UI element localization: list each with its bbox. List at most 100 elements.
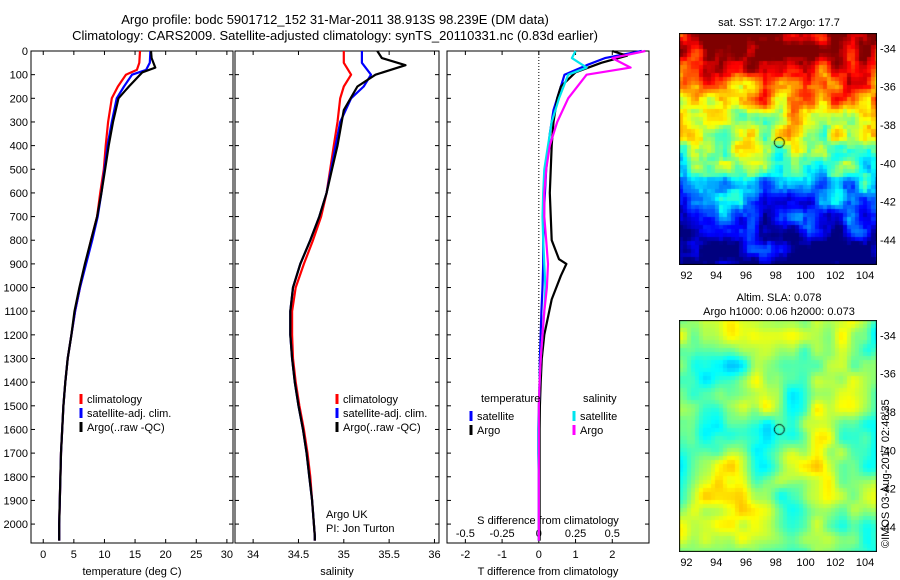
sst-map-ytick-label: -44 bbox=[880, 235, 896, 247]
legend-header-salinity: salinity bbox=[583, 393, 617, 405]
temperature-series-line bbox=[58, 50, 152, 541]
ytick-label: 1900 bbox=[4, 495, 28, 507]
sst-map-xtick-label: 100 bbox=[796, 270, 814, 282]
temperature-legend-label: Argo(..raw -QC) bbox=[87, 422, 165, 434]
credit-stamp: ©IMOS 03-Aug-2017 02:48:35 bbox=[880, 399, 892, 548]
ytick-label: 2000 bbox=[4, 519, 28, 531]
salinity-xtick-label: 35 bbox=[338, 549, 350, 561]
difference-xtick-label: 0 bbox=[536, 549, 542, 561]
difference-sal-tick-label: 0.5 bbox=[605, 528, 620, 540]
sla-map-ytick-label: -38 bbox=[880, 407, 896, 419]
ytick-label: 100 bbox=[10, 70, 28, 82]
sst-map-ytick-label: -34 bbox=[880, 43, 896, 55]
sst-map-ytick-label: -42 bbox=[880, 197, 896, 209]
difference-series-line bbox=[538, 49, 629, 541]
ytick-label: 200 bbox=[10, 93, 28, 105]
sst-map-ytick-label: -36 bbox=[880, 82, 896, 94]
difference-sal-tick-label: -0.5 bbox=[456, 528, 475, 540]
sst-map-title: sat. SST: 17.2 Argo: 17.7 bbox=[718, 17, 840, 29]
sla-map-ytick-label: -34 bbox=[880, 330, 896, 342]
salinity-annotation-line1: Argo UK bbox=[326, 509, 368, 521]
temperature-xlabel: temperature (deg C) bbox=[82, 566, 181, 578]
temperature-xtick-label: 5 bbox=[71, 549, 77, 561]
salinity-xlabel: salinity bbox=[320, 566, 354, 578]
difference-sal-tick-label: -0.25 bbox=[490, 528, 515, 540]
sla-map bbox=[679, 320, 877, 552]
ytick-label: 700 bbox=[10, 212, 28, 224]
salinity-legend-label: climatology bbox=[343, 394, 399, 406]
sst-map bbox=[679, 33, 877, 265]
difference-legend-label: satellite bbox=[477, 411, 514, 423]
salinity-xtick-label: 34 bbox=[247, 549, 259, 561]
ytick-label: 1800 bbox=[4, 472, 28, 484]
ytick-label: 1200 bbox=[4, 330, 28, 342]
sst-map-ytick-label: -40 bbox=[880, 158, 896, 170]
legend-header-temperature: temperature bbox=[481, 393, 540, 405]
difference-xlabel2: S difference from climatology bbox=[477, 515, 619, 527]
difference-xtick-label: -2 bbox=[460, 549, 470, 561]
sla-map-xtick-label: 102 bbox=[826, 557, 844, 569]
ytick-label: 800 bbox=[10, 235, 28, 247]
salinity-xtick-label: 35.5 bbox=[378, 549, 399, 561]
difference-xtick-label: 1 bbox=[572, 549, 578, 561]
sst-map-ytick-label: -38 bbox=[880, 120, 896, 132]
ytick-label: 300 bbox=[10, 117, 28, 129]
temperature-xtick-label: 15 bbox=[129, 549, 141, 561]
ytick-label: 1600 bbox=[4, 424, 28, 436]
sla-map-xtick-label: 96 bbox=[740, 557, 752, 569]
sla-map-xtick-label: 100 bbox=[796, 557, 814, 569]
salinity-axes-frame bbox=[234, 50, 440, 544]
sla-map-ytick-label: -42 bbox=[880, 484, 896, 496]
sst-map-xtick-label: 104 bbox=[856, 270, 874, 282]
sst-map-xtick-label: 98 bbox=[770, 270, 782, 282]
difference-series-line bbox=[537, 49, 646, 541]
temperature-xtick-label: 30 bbox=[221, 549, 233, 561]
temperature-series-line bbox=[58, 50, 142, 541]
temperature-xtick-label: 20 bbox=[160, 549, 172, 561]
sst-map-xtick-label: 92 bbox=[680, 270, 692, 282]
ytick-label: 600 bbox=[10, 188, 28, 200]
salinity-series-line bbox=[289, 50, 407, 541]
sst-map-xtick-label: 94 bbox=[710, 270, 722, 282]
salinity-legend-label: satellite-adj. clim. bbox=[343, 408, 427, 420]
difference-legend-label: Argo bbox=[477, 425, 500, 437]
temperature-xtick-label: 25 bbox=[190, 549, 202, 561]
temperature-axes-frame bbox=[30, 50, 234, 544]
sla-map-xtick-label: 92 bbox=[680, 557, 692, 569]
temperature-legend-label: satellite-adj. clim. bbox=[87, 408, 171, 420]
difference-xtick-label: 2 bbox=[609, 549, 615, 561]
ytick-label: 1400 bbox=[4, 377, 28, 389]
salinity-legend-label: Argo(..raw -QC) bbox=[343, 422, 421, 434]
figure-title-line1: Argo profile: bodc 5901712_152 31-Mar-20… bbox=[121, 12, 549, 27]
sst-map-xtick-label: 96 bbox=[740, 270, 752, 282]
sla-map-ytick-label: -36 bbox=[880, 369, 896, 381]
sla-map-xtick-label: 98 bbox=[770, 557, 782, 569]
difference-xtick-label: -1 bbox=[497, 549, 507, 561]
sla-map-ytick-label: -40 bbox=[880, 445, 896, 457]
ytick-label: 1500 bbox=[4, 401, 28, 413]
difference-legend-label: satellite bbox=[580, 411, 617, 423]
ytick-label: 1000 bbox=[4, 283, 28, 295]
sla-map-title-line1: Altim. SLA: 0.078 bbox=[736, 292, 822, 304]
ytick-label: 400 bbox=[10, 141, 28, 153]
difference-sal-tick-label: 0.25 bbox=[565, 528, 586, 540]
salinity-annotation-line2: PI: Jon Turton bbox=[326, 523, 394, 535]
salinity-xtick-label: 36 bbox=[428, 549, 440, 561]
temperature-xtick-label: 0 bbox=[40, 549, 46, 561]
sla-map-ytick-label: -44 bbox=[880, 522, 896, 534]
sla-map-xtick-label: 94 bbox=[710, 557, 722, 569]
difference-axes-frame bbox=[446, 50, 650, 544]
salinity-series-line bbox=[289, 51, 373, 541]
temperature-series-line bbox=[58, 50, 157, 541]
ytick-label: 1100 bbox=[4, 306, 28, 318]
figure-title-line2: Climatology: CARS2009. Satellite-adjuste… bbox=[72, 28, 598, 43]
sla-map-title-line2: Argo h1000: 0.06 h2000: 0.073 bbox=[703, 306, 855, 318]
ytick-label: 500 bbox=[10, 164, 28, 176]
ytick-label: 1300 bbox=[4, 354, 28, 366]
temperature-legend-label: climatology bbox=[87, 394, 143, 406]
difference-xlabel: T difference from climatology bbox=[478, 566, 619, 578]
sst-map-xtick-label: 102 bbox=[826, 270, 844, 282]
ytick-label: 1700 bbox=[4, 448, 28, 460]
temperature-xtick-label: 10 bbox=[98, 549, 110, 561]
